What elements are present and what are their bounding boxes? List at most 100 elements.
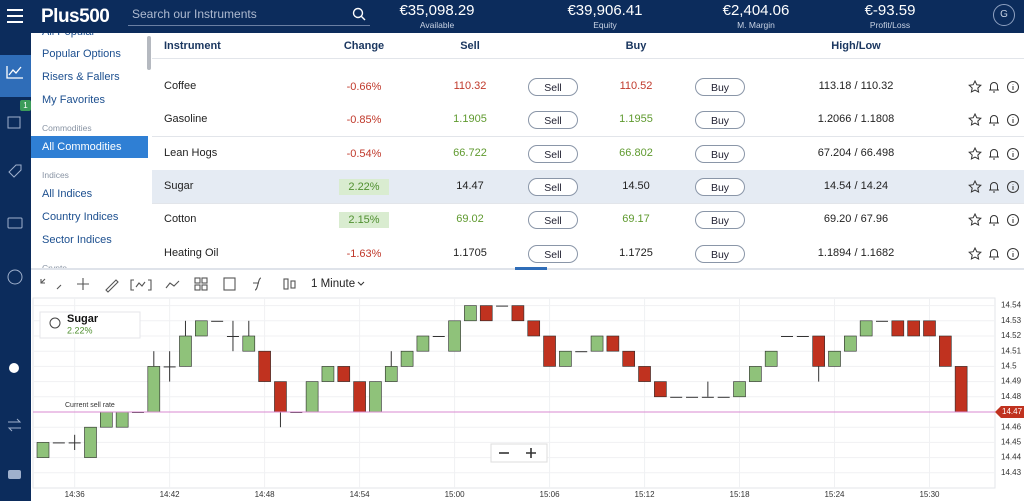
candle-body — [305, 381, 319, 413]
search-underline — [128, 25, 370, 26]
sell-button[interactable]: Sell — [528, 211, 578, 230]
row-actions[interactable] — [968, 213, 1024, 227]
menu-item[interactable]: Sector Indices — [42, 234, 112, 246]
high-low: 69.20 / 67.96 — [823, 213, 889, 226]
divider-handle[interactable] — [515, 267, 547, 270]
y-tick-label: 14.46 — [1001, 422, 1022, 431]
candle-body — [211, 320, 224, 322]
menu-item[interactable]: Risers & Fallers — [42, 71, 120, 83]
instrument-name: Cotton — [164, 213, 197, 226]
info-icon[interactable] — [49, 317, 61, 329]
candle-body — [163, 366, 176, 368]
x-tick-label: 14:48 — [255, 490, 276, 499]
chart-legend — [39, 311, 141, 339]
legend-name: Sugar — [67, 313, 99, 325]
buy-button[interactable]: Buy — [695, 77, 745, 96]
table-row[interactable] — [152, 203, 1024, 238]
buy-price: 110.52 — [619, 79, 653, 92]
sell-price: 66.722 — [453, 146, 487, 159]
row-actions[interactable] — [968, 246, 1024, 261]
buy-button[interactable]: Buy — [695, 144, 745, 163]
menu-item[interactable]: My Favorites — [42, 94, 105, 106]
row-actions[interactable] — [968, 179, 1024, 194]
logo[interactable]: Plus500 — [41, 6, 110, 27]
section-label: Crypto — [42, 263, 68, 268]
zoom-in[interactable] — [526, 448, 536, 458]
interval-caret[interactable] — [357, 281, 365, 286]
instrument-name: Coffee — [164, 79, 197, 92]
candle-body — [369, 381, 382, 413]
table-row[interactable] — [152, 237, 1024, 268]
sidebar: All Popular Popular Options Risers & Falle… — [31, 33, 148, 268]
candle-body — [670, 396, 683, 398]
candle-body — [337, 366, 351, 382]
candle-body — [796, 336, 809, 337]
candle-body — [954, 366, 968, 413]
nav-active[interactable] — [0, 55, 31, 97]
candle-body — [859, 320, 873, 337]
candle-body — [875, 320, 888, 322]
row-actions[interactable] — [968, 113, 1024, 127]
candle-body — [179, 335, 192, 367]
buy-price: 1.1955 — [619, 113, 653, 126]
y-tick-label: 14.43 — [1001, 468, 1022, 477]
search-icon[interactable] — [352, 7, 366, 21]
instrument-table: Instrument Change Sell Buy High/Low Coffee -0.… — [152, 33, 1024, 268]
buy-button[interactable]: Buy — [695, 211, 745, 230]
buy-button[interactable]: Buy — [695, 177, 745, 196]
menu-item[interactable]: Country Indices — [42, 211, 119, 223]
interval-select[interactable]: 1 Minute — [311, 278, 355, 290]
section-label: Indices — [42, 170, 69, 180]
buy-price: 14.50 — [622, 179, 650, 192]
change: -0.54% — [346, 147, 382, 160]
candle-body — [52, 442, 65, 444]
high-low: 1.1894 / 1.1682 — [817, 246, 895, 259]
buy-button[interactable]: Buy — [695, 244, 745, 263]
legend-change: 2.22% — [67, 325, 93, 335]
candle-body — [464, 305, 477, 322]
sell-button[interactable]: Sell — [528, 144, 578, 163]
sell-button[interactable]: Sell — [528, 244, 578, 263]
avatar[interactable]: G — [993, 4, 1015, 26]
chart-toolbar[interactable] — [40, 277, 296, 293]
column-header: Sell — [460, 40, 480, 52]
search-input[interactable]: Search our Instruments — [132, 7, 257, 21]
candle-body — [195, 320, 208, 337]
candle-body — [100, 411, 113, 428]
y-tick-label: 14.48 — [1001, 392, 1022, 401]
candle-body — [479, 305, 493, 322]
y-tick-label: 14.5 — [1001, 362, 1017, 371]
x-tick-label: 14:42 — [160, 490, 181, 499]
column-header: High/Low — [831, 40, 881, 52]
menu-item[interactable]: Popular Options — [42, 48, 121, 60]
menu-item[interactable]: All Indices — [42, 188, 93, 200]
table-row[interactable] — [152, 103, 1024, 138]
x-tick-label: 15:24 — [824, 490, 845, 499]
sell-button[interactable]: Sell — [528, 111, 578, 130]
buy-price: 1.1725 — [619, 246, 653, 259]
candle-body — [432, 336, 445, 337]
row-actions[interactable] — [968, 146, 1024, 161]
candle-body — [147, 366, 161, 413]
sell-price: 110.32 — [453, 79, 487, 92]
menu-icon[interactable] — [6, 8, 24, 24]
change: 2.22% — [339, 178, 389, 195]
stat-value: €35,098.29 — [399, 2, 475, 19]
row-actions[interactable] — [968, 79, 1024, 94]
x-tick-label: 15:12 — [635, 490, 656, 499]
instrument-name: Gasoline — [164, 113, 208, 126]
candle-body — [353, 381, 366, 413]
menu-item[interactable]: All Commodities — [31, 136, 148, 158]
menu-item[interactable]: All Popular — [31, 33, 148, 43]
x-tick-label: 15:18 — [730, 490, 751, 499]
sell-button[interactable]: Sell — [528, 177, 578, 196]
candle-body — [527, 320, 541, 337]
candle-body — [923, 320, 936, 337]
candle-body — [384, 366, 398, 382]
buy-price: 66.802 — [619, 146, 653, 159]
candle-body — [717, 396, 730, 398]
buy-button[interactable]: Buy — [695, 111, 745, 130]
sell-button[interactable]: Sell — [528, 77, 578, 96]
scrollbar[interactable] — [147, 36, 151, 70]
y-tick-label: 14.45 — [1001, 438, 1022, 447]
